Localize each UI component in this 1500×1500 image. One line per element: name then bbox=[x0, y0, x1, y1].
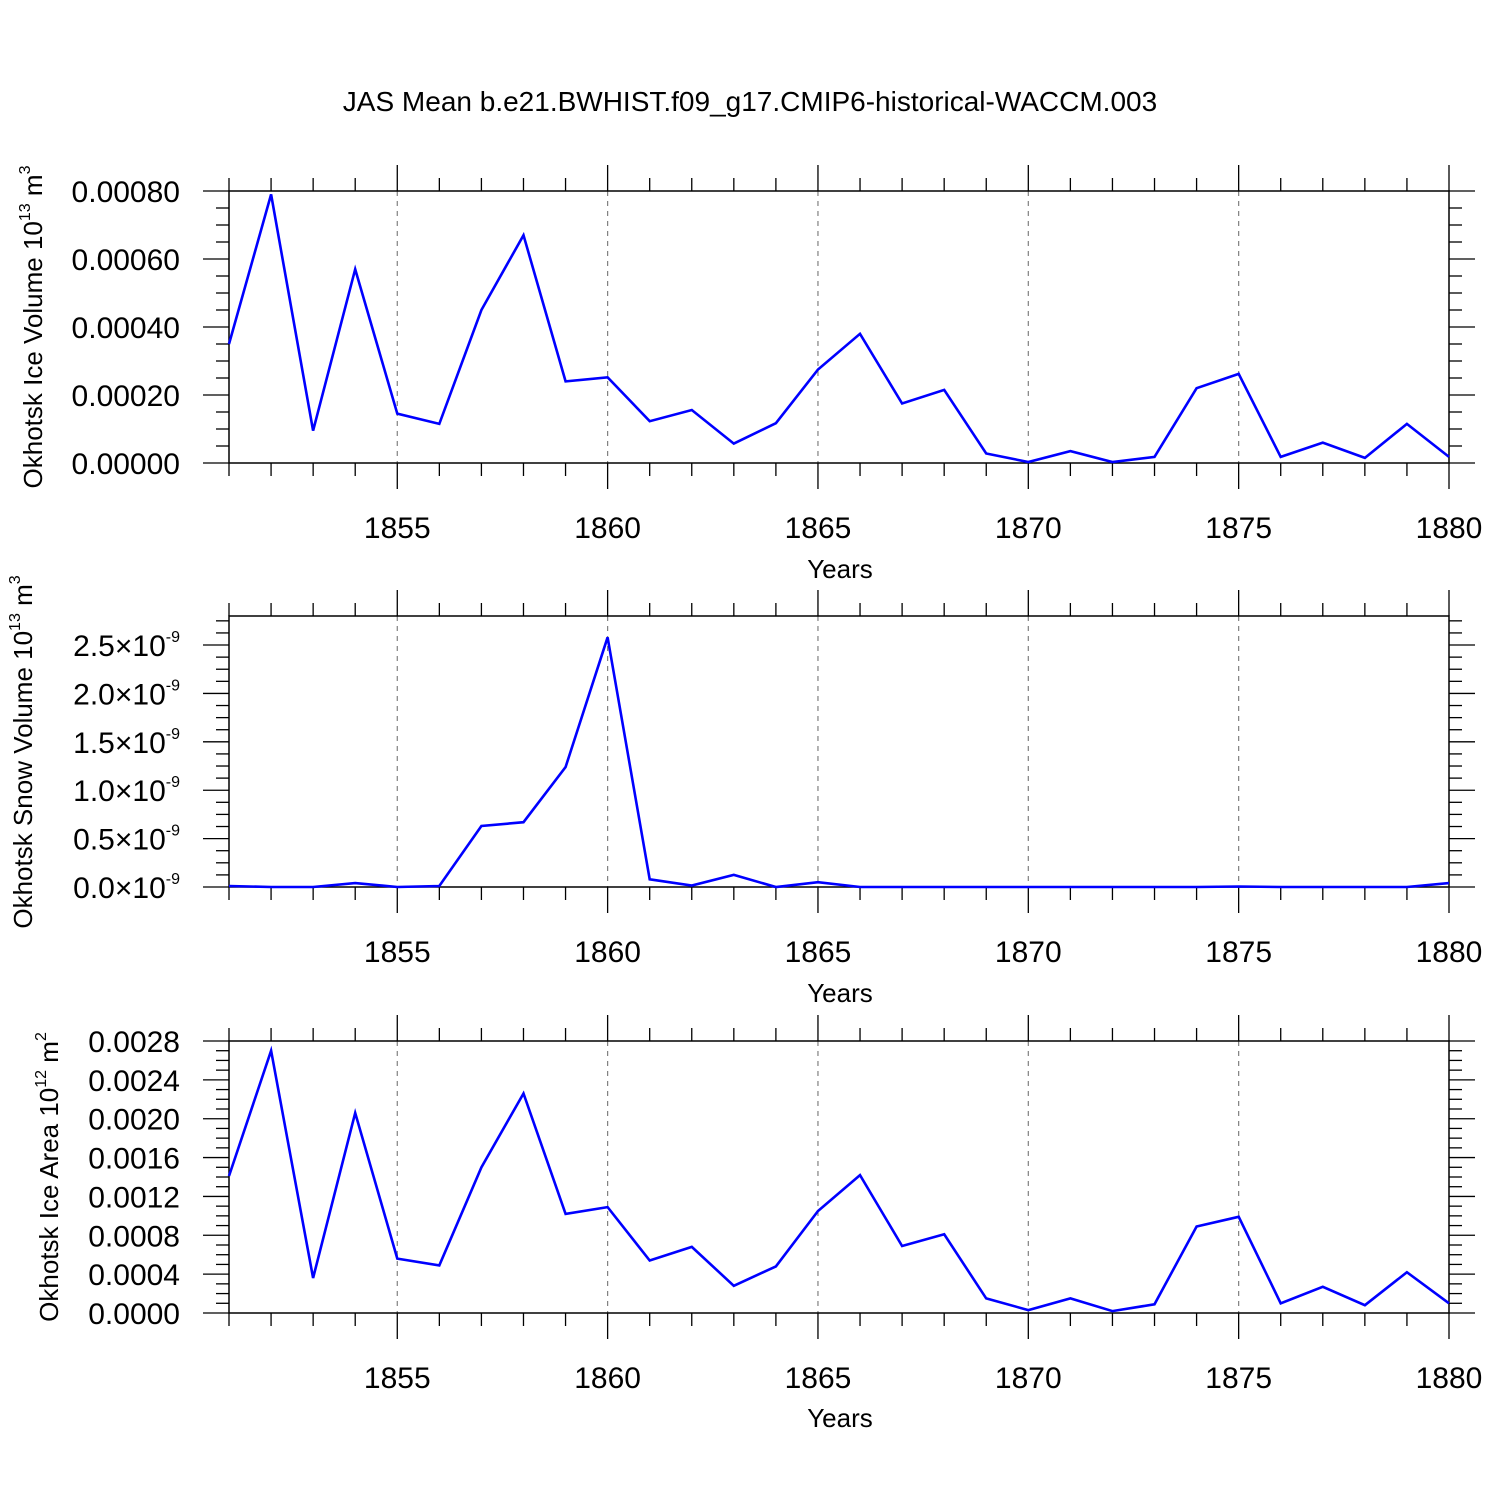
x-axis-title: Years bbox=[807, 554, 873, 584]
x-tick-label: 1880 bbox=[1416, 936, 1483, 969]
y-tick-label: 2.0×10-9 bbox=[73, 677, 180, 711]
y-axis-title-text: Okhotsk Snow Volume 10 bbox=[8, 631, 38, 929]
y-tick-exponent: -9 bbox=[166, 629, 180, 646]
x-tick-label: 1870 bbox=[995, 1362, 1062, 1395]
x-tick-label: 1860 bbox=[574, 1362, 641, 1395]
y-tick-exponent: -9 bbox=[166, 823, 180, 840]
y-tick-label: 0.0028 bbox=[88, 1026, 180, 1059]
y-tick-label: 0.5×10-9 bbox=[73, 823, 180, 857]
y-tick-label: 1.5×10-9 bbox=[73, 726, 180, 760]
y-tick-label: 0.0012 bbox=[88, 1181, 180, 1214]
x-tick-label: 1865 bbox=[785, 1362, 852, 1395]
x-tick-label: 1880 bbox=[1416, 1362, 1483, 1395]
x-tick-label: 1860 bbox=[574, 936, 641, 969]
y-axis-title-exponent: 12 bbox=[33, 1070, 50, 1088]
series-line bbox=[227, 194, 1450, 464]
y-axis-title: Okhotsk Ice Area 1012 m2 bbox=[33, 1032, 64, 1322]
y-tick-exponent: -9 bbox=[166, 677, 180, 694]
chart-panel-1: 0.00000 0.00020 0.00040 0.00060 0.00080 1855 1… bbox=[17, 165, 1482, 584]
y-tick-value: 0.0 bbox=[73, 872, 115, 905]
y-tick-label: 0.0008 bbox=[88, 1220, 180, 1253]
y-tick-exponent: -9 bbox=[166, 726, 180, 743]
y-tick-exponent: -9 bbox=[166, 871, 180, 888]
y-tick-multiplier: ×10 bbox=[115, 824, 166, 857]
y-tick-label: 0.00080 bbox=[72, 176, 180, 209]
y-tick-label: 0.00040 bbox=[72, 312, 180, 345]
y-tick-label: 1.0×10-9 bbox=[73, 774, 180, 808]
y-tick-label: 0.0024 bbox=[88, 1065, 180, 1098]
y-axis-title-unit-exponent: 3 bbox=[7, 575, 24, 584]
x-tick-label: 1855 bbox=[364, 936, 431, 969]
y-tick-exponent: -9 bbox=[166, 774, 180, 791]
x-tick-label: 1870 bbox=[995, 512, 1062, 545]
y-axis-title-unit: m bbox=[8, 584, 38, 613]
y-axis-title: Okhotsk Ice Volume 1013 m3 bbox=[17, 165, 48, 488]
x-axis-title: Years bbox=[807, 978, 873, 1008]
x-tick-label: 1875 bbox=[1205, 936, 1272, 969]
y-axis-title: Okhotsk Snow Volume 1013 m3 bbox=[7, 575, 38, 928]
y-axis-title-exponent: 13 bbox=[17, 203, 34, 221]
y-axis-title-unit-exponent: 2 bbox=[33, 1032, 50, 1041]
y-tick-value: 0.5 bbox=[73, 824, 115, 857]
chart-panel-2: 0.0×10-90.5×10-91.0×10-91.5×10-92.0×10-9… bbox=[7, 575, 1482, 1008]
y-tick-label: 0.0000 bbox=[88, 1298, 180, 1331]
y-tick-value: 1.5 bbox=[73, 727, 115, 760]
y-tick-label: 0.00020 bbox=[72, 380, 180, 413]
x-tick-label: 1865 bbox=[785, 512, 852, 545]
x-tick-label: 1860 bbox=[574, 512, 641, 545]
y-axis-title-unit: m bbox=[18, 174, 48, 203]
x-axis-title: Years bbox=[807, 1403, 873, 1433]
series-line bbox=[228, 636, 1450, 889]
y-tick-multiplier: ×10 bbox=[115, 775, 166, 808]
chart-panel-3: 0.0000 0.0004 0.0008 0.0012 0.0016 0.0020 0.00… bbox=[33, 1015, 1482, 1433]
y-tick-label: 0.00000 bbox=[72, 448, 180, 481]
x-tick-label: 1855 bbox=[364, 1362, 431, 1395]
x-tick-label: 1855 bbox=[364, 512, 431, 545]
chart-title: JAS Mean b.e21.BWHIST.f09_g17.CMIP6-hist… bbox=[342, 86, 1158, 117]
y-axis-title-text: Okhotsk Ice Volume 10 bbox=[18, 221, 48, 488]
x-tick-label: 1865 bbox=[785, 936, 852, 969]
y-tick-label: 0.0004 bbox=[88, 1259, 180, 1292]
plot-frame bbox=[228, 615, 1450, 888]
x-tick-label: 1875 bbox=[1205, 1362, 1272, 1395]
y-axis-title-text: Okhotsk Ice Area 10 bbox=[34, 1088, 64, 1322]
y-tick-label: 0.0016 bbox=[88, 1143, 180, 1176]
x-tick-label: 1880 bbox=[1416, 512, 1483, 545]
y-tick-value: 2.0 bbox=[73, 678, 115, 711]
x-tick-label: 1870 bbox=[995, 936, 1062, 969]
y-tick-value: 1.0 bbox=[73, 775, 115, 808]
plot-frame bbox=[228, 190, 1450, 464]
y-tick-label: 0.0020 bbox=[88, 1104, 180, 1137]
y-tick-label: 0.0×10-9 bbox=[73, 871, 180, 905]
y-tick-label: 2.5×10-9 bbox=[73, 629, 180, 663]
y-tick-label: 0.00060 bbox=[72, 244, 180, 277]
x-tick-label: 1875 bbox=[1205, 512, 1272, 545]
y-tick-multiplier: ×10 bbox=[115, 872, 166, 905]
y-axis-title-unit-exponent: 3 bbox=[17, 165, 34, 174]
y-tick-multiplier: ×10 bbox=[115, 678, 166, 711]
y-tick-value: 2.5 bbox=[73, 630, 115, 663]
y-tick-multiplier: ×10 bbox=[115, 630, 166, 663]
y-tick-multiplier: ×10 bbox=[115, 727, 166, 760]
y-axis-title-exponent: 13 bbox=[7, 613, 24, 631]
y-axis-title-unit: m bbox=[34, 1041, 64, 1070]
series-line bbox=[227, 1045, 1450, 1313]
